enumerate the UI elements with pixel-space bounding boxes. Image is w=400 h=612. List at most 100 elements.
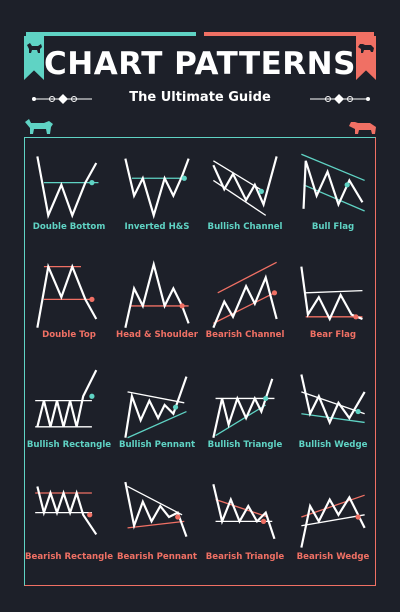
pattern-diagram — [300, 266, 363, 322]
breakout-dot — [355, 514, 361, 520]
price-line — [124, 481, 188, 538]
pattern-label: Double Top — [42, 330, 96, 340]
pattern-card: Head & Shoulder — [113, 260, 201, 368]
flourish-right-icon — [310, 94, 370, 104]
pattern-diagram — [124, 376, 188, 439]
pattern-card: Bullish Triangle — [201, 370, 289, 478]
pattern-label: Bearish Pennant — [117, 552, 197, 562]
pattern-label: Bullish Rectangle — [26, 440, 112, 450]
pattern-card: Bearish Rectangle — [25, 482, 113, 590]
price-line — [36, 369, 98, 428]
bear-icon — [358, 44, 374, 53]
pattern-card: Bullish Channel — [201, 152, 289, 260]
page-title: CHART PATTERNS — [44, 46, 356, 82]
pattern-label: Bearish Channel — [205, 330, 285, 340]
breakout-dot — [181, 175, 187, 181]
price-line — [212, 378, 274, 438]
pattern-label: Bear Flag — [309, 330, 357, 340]
trend-line — [301, 153, 365, 182]
pattern-card: Double Bottom — [25, 152, 113, 260]
pattern-label: Bearish Rectangle — [24, 552, 114, 562]
price-line — [36, 156, 98, 220]
pattern-card: Bearish Triangle — [201, 482, 289, 590]
pattern-diagram — [36, 262, 98, 328]
breakout-dot — [344, 182, 350, 188]
trend-line — [305, 289, 363, 294]
breakout-dot — [271, 290, 278, 296]
pattern-card: Inverted H&S — [113, 152, 201, 260]
breakout-dot — [179, 303, 185, 309]
pattern-diagram — [300, 374, 366, 426]
bull-mascot-icon — [25, 119, 53, 134]
pattern-diagram — [212, 484, 276, 540]
pattern-diagram — [301, 153, 365, 212]
patterns-frame: Double Bottom Inverted H&S Bullish Channel… — [24, 137, 376, 586]
breakout-dot — [353, 314, 359, 320]
pattern-diagram — [35, 486, 98, 536]
pattern-label: Bullish Pennant — [118, 440, 196, 450]
breakout-dot — [87, 512, 93, 518]
bull-icon — [27, 43, 42, 53]
pattern-label: Bearish Wedge — [296, 552, 370, 562]
pattern-diagram — [212, 261, 278, 329]
breakout-dot — [260, 518, 267, 524]
pattern-card: Bullish Wedge — [289, 370, 377, 478]
trend-line — [215, 404, 267, 437]
breakout-dot — [355, 408, 361, 415]
breakout-dot — [172, 404, 179, 410]
pattern-card: Bullish Pennant — [113, 370, 201, 478]
pattern-diagram — [300, 494, 366, 548]
banner-bar-left — [26, 32, 196, 36]
price-line — [300, 495, 366, 548]
page-subtitle: The Ultimate Guide — [129, 90, 271, 105]
breakout-dot — [89, 180, 95, 186]
pattern-card: Bearish Channel — [201, 260, 289, 368]
price-line — [36, 486, 98, 536]
pattern-diagram — [35, 369, 98, 428]
pattern-diagram — [124, 481, 188, 538]
price-line — [212, 484, 276, 540]
breakout-dot — [263, 395, 269, 402]
flourish-left-icon — [32, 94, 92, 104]
trend-line — [127, 520, 185, 529]
pattern-label: Bull Flag — [311, 222, 355, 232]
pattern-label: Inverted H&S — [124, 222, 190, 232]
pattern-diagram — [124, 158, 190, 220]
breakout-dot — [175, 514, 181, 520]
pattern-label: Bullish Triangle — [207, 440, 283, 450]
pattern-diagram — [212, 156, 278, 216]
price-line — [124, 376, 188, 438]
pattern-diagram — [124, 260, 190, 328]
trend-line — [213, 292, 275, 324]
price-line — [300, 374, 366, 426]
pattern-diagram — [36, 156, 99, 220]
trend-line — [127, 410, 187, 439]
trend-line — [127, 391, 185, 404]
price-line — [36, 262, 98, 328]
pattern-label: Double Bottom — [32, 222, 106, 232]
price-line — [302, 160, 364, 209]
price-line — [212, 274, 278, 329]
pattern-label: Bullish Wedge — [298, 440, 368, 450]
bear-mascot-icon — [349, 122, 376, 134]
trend-line — [301, 413, 365, 424]
trend-line — [215, 498, 269, 518]
pattern-card: Bull Flag — [289, 152, 377, 260]
price-line — [124, 158, 190, 220]
pattern-card: Bearish Pennant — [113, 481, 201, 590]
pattern-card: Bear Flag — [289, 260, 377, 368]
price-line — [124, 260, 190, 328]
pattern-card: Bearish Wedge — [289, 482, 377, 590]
trend-line — [127, 485, 183, 516]
pattern-label: Bearish Triangle — [205, 552, 285, 562]
pattern-label: Head & Shoulder — [116, 330, 198, 340]
pattern-label: Bullish Channel — [207, 222, 283, 232]
trend-line — [301, 514, 365, 527]
breakout-dot — [89, 296, 95, 302]
breakout-dot — [258, 188, 264, 194]
trend-line — [217, 261, 277, 294]
pattern-card: Bullish Rectangle — [25, 369, 113, 478]
price-line — [300, 266, 363, 322]
breakout-dot — [89, 393, 95, 399]
